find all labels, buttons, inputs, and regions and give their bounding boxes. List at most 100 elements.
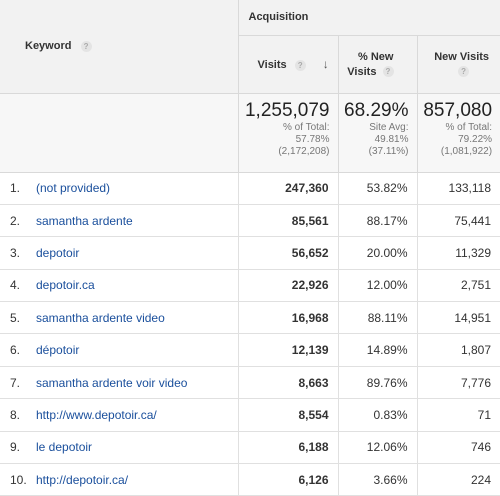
- row-index: 10.: [10, 472, 27, 487]
- visits-column-header[interactable]: Visits ? ↓: [238, 35, 339, 94]
- new-visits-cell: 1,807: [417, 333, 500, 367]
- row-index: 3.: [10, 245, 21, 260]
- acquisition-group-header: Acquisition: [238, 0, 500, 36]
- keyword-link[interactable]: http://depotoir.ca/: [36, 472, 129, 487]
- keyword-cell: 1. (not provided): [0, 172, 239, 205]
- keyword-link[interactable]: depotoir.ca: [36, 278, 95, 293]
- row-index: 5.: [10, 310, 21, 325]
- total-visits-base: (2,172,208): [278, 145, 330, 157]
- total-new-visits-percent: 79.22%: [458, 133, 493, 145]
- row-index: 2.: [10, 213, 21, 228]
- total-pct-new-value: 68.29%: [344, 99, 409, 121]
- visits-cell: 22,926: [238, 269, 339, 303]
- pct-new-visits-header-line2: Visits: [347, 65, 377, 78]
- keyword-link[interactable]: samantha ardente voir video: [36, 375, 188, 390]
- visits-header-label: Visits: [257, 59, 287, 71]
- row-index: 1.: [10, 181, 21, 196]
- totals-pct-new-cell: 68.29% Site Avg: 49.81% (37.11%): [338, 93, 418, 173]
- visits-cell: 6,188: [238, 431, 339, 465]
- keyword-cell: 10. http://depotoir.ca/: [0, 463, 239, 496]
- new-visits-column-header[interactable]: New Visits ?: [417, 35, 500, 94]
- keyword-link[interactable]: samantha ardente video: [36, 310, 165, 325]
- keyword-link[interactable]: depotoir: [36, 245, 80, 260]
- row-index: 7.: [10, 375, 21, 390]
- visits-cell: 8,554: [238, 398, 339, 432]
- keyword-cell: 6. dépotoir: [0, 333, 239, 367]
- help-icon[interactable]: ?: [294, 59, 306, 71]
- total-pct-new-label: Site Avg:: [369, 121, 409, 133]
- pct-new-visits-cell: 89.76%: [338, 366, 418, 400]
- new-visits-cell: 746: [417, 431, 500, 465]
- visits-cell: 85,561: [238, 204, 339, 238]
- table-row: 4. depotoir.ca 22,926 12.00% 2,751: [0, 269, 500, 303]
- sort-descending-icon[interactable]: ↓: [322, 57, 329, 71]
- table-row: 1. (not provided) 247,360 53.82% 133,118: [0, 172, 500, 205]
- pct-new-visits-column-header[interactable]: % New Visits ?: [338, 35, 418, 94]
- table-row: 10. http://depotoir.ca/6,126 3.66% 224: [0, 463, 500, 496]
- new-visits-cell: 224: [417, 463, 500, 496]
- row-index: 8.: [10, 407, 21, 422]
- row-index: 9.: [10, 440, 21, 455]
- total-pct-new-avg: 49.81%: [374, 133, 409, 145]
- visits-cell: 56,652: [238, 236, 339, 270]
- keyword-link[interactable]: dépotoir: [36, 343, 80, 358]
- pct-new-visits-cell: 88.11%: [338, 301, 418, 335]
- total-visits-label: % of Total:: [282, 121, 330, 133]
- table-row: 8. http://www.depotoir.ca/8,554 0.83% 71: [0, 398, 500, 432]
- visits-cell: 8,663: [238, 366, 339, 400]
- total-new-visits-value: 857,080: [423, 99, 493, 121]
- table-row: 5. samantha ardente video 16,968 88.11% 14,9…: [0, 301, 500, 335]
- totals-visits-cell: 1,255,079 % of Total: 57.78% (2,172,208): [238, 93, 339, 173]
- keyword-link[interactable]: samantha ardente: [36, 213, 133, 228]
- keyword-cell: 8. http://www.depotoir.ca/: [0, 398, 239, 432]
- visits-cell: 6,126: [238, 463, 339, 496]
- keyword-link[interactable]: http://www.depotoir.ca/: [36, 407, 157, 422]
- keyword-cell: 7. samantha ardente voir video: [0, 366, 239, 400]
- pct-new-visits-cell: 12.00%: [338, 269, 418, 303]
- help-icon[interactable]: ?: [458, 66, 470, 78]
- total-new-visits-base: (1,081,922): [440, 145, 493, 157]
- total-visits-value: 1,255,079: [244, 99, 330, 121]
- help-icon[interactable]: ?: [382, 66, 394, 78]
- total-pct-new-base: (37.11%): [368, 145, 409, 157]
- pct-new-visits-cell: 20.00%: [338, 236, 418, 270]
- table-row: 2. samantha ardente 85,561 88.17% 75,441: [0, 204, 500, 238]
- pct-new-visits-cell: 0.83%: [338, 398, 418, 432]
- totals-new-visits-cell: 857,080 % of Total: 79.22% (1,081,922): [417, 93, 500, 173]
- new-visits-cell: 75,441: [417, 204, 500, 238]
- table-row: 9. le depotoir 6,188 12.06% 746: [0, 431, 500, 465]
- table-row: 6. dépotoir 12,139 14.89% 1,807: [0, 333, 500, 367]
- keyword-link[interactable]: le depotoir: [36, 440, 93, 455]
- keyword-header-label: Keyword: [25, 40, 72, 53]
- keyword-cell: 5. samantha ardente video: [0, 301, 239, 335]
- pct-new-visits-cell: 14.89%: [338, 333, 418, 367]
- total-new-visits-label: % of Total:: [445, 121, 493, 133]
- new-visits-cell: 11,329: [417, 236, 500, 270]
- row-index: 6.: [10, 343, 21, 358]
- pct-new-visits-cell: 53.82%: [338, 172, 418, 205]
- visits-cell: 247,360: [238, 172, 339, 205]
- keyword-link[interactable]: (not provided): [36, 181, 111, 196]
- help-icon[interactable]: ?: [80, 40, 92, 52]
- total-visits-percent: 57.78%: [295, 133, 330, 145]
- pct-new-visits-cell: 3.66%: [338, 463, 418, 496]
- pct-new-visits-cell: 12.06%: [338, 431, 418, 465]
- keyword-column-header[interactable]: Keyword ?: [0, 0, 239, 94]
- new-visits-cell: 2,751: [417, 269, 500, 303]
- keyword-cell: 9. le depotoir: [0, 431, 239, 465]
- totals-keyword-cell: [0, 93, 239, 173]
- table-row: 7. samantha ardente voir video 8,663 89.76%…: [0, 366, 500, 400]
- new-visits-cell: 7,776: [417, 366, 500, 400]
- keyword-cell: 3. depotoir: [0, 236, 239, 270]
- new-visits-header-label: New Visits: [434, 50, 490, 63]
- row-index: 4.: [10, 278, 21, 293]
- keyword-cell: 4. depotoir.ca: [0, 269, 239, 303]
- pct-new-visits-header-line1: % New: [358, 50, 394, 63]
- visits-cell: 12,139: [238, 333, 339, 367]
- table-row: 3. depotoir 56,652 20.00% 11,329: [0, 236, 500, 270]
- keyword-cell: 2. samantha ardente: [0, 204, 239, 238]
- totals-row: 1,255,079 % of Total: 57.78% (2,172,208)…: [0, 93, 500, 173]
- new-visits-cell: 133,118: [417, 172, 500, 205]
- visits-cell: 16,968: [238, 301, 339, 335]
